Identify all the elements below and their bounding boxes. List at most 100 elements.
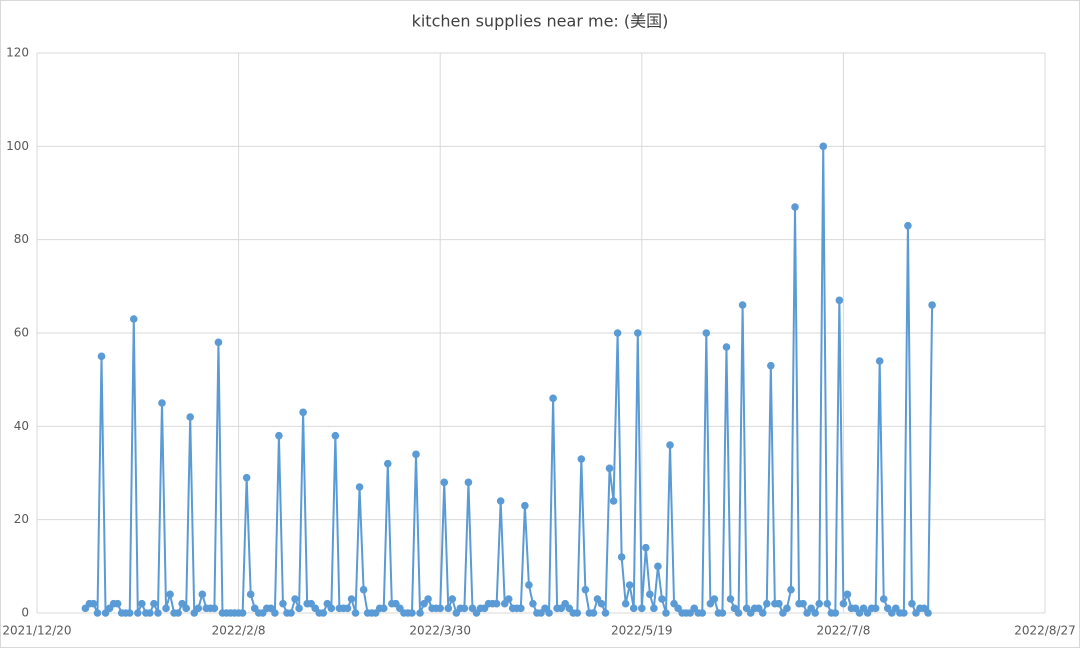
data-point [129, 315, 138, 323]
data-point [597, 599, 606, 608]
data-point [642, 543, 650, 552]
data-point [464, 478, 473, 487]
data-point [444, 604, 453, 613]
data-point [424, 595, 432, 603]
y-tick-label: 80 [14, 232, 29, 246]
x-tick-label: 2022/7/8 [816, 624, 870, 638]
data-point [319, 609, 328, 617]
data-point [166, 590, 174, 599]
data-point [928, 301, 936, 309]
data-point [517, 604, 525, 613]
data-point [900, 609, 908, 617]
data-point [734, 609, 743, 617]
data-point [355, 483, 364, 491]
data-point [549, 394, 557, 403]
data-point [654, 562, 662, 571]
data-point [327, 604, 336, 613]
data-point [783, 604, 791, 613]
data-point [791, 203, 799, 211]
data-point [331, 431, 340, 440]
data-point [89, 599, 98, 608]
data-point [573, 609, 582, 617]
data-point [718, 609, 727, 617]
data-point [186, 413, 195, 421]
data-point [347, 595, 356, 603]
y-tick-label: 20 [14, 512, 29, 526]
data-point [823, 599, 832, 608]
data-point [875, 357, 884, 365]
data-point [609, 497, 618, 505]
data-point [621, 599, 630, 608]
y-tick-label: 0 [21, 606, 29, 620]
data-point [646, 590, 654, 599]
data-point [359, 585, 368, 594]
data-point [440, 478, 449, 487]
x-tick-label: 2022/8/27 [1014, 624, 1076, 638]
data-point [93, 609, 102, 617]
data-point [299, 408, 307, 417]
data-point [839, 599, 848, 608]
data-point [146, 609, 154, 617]
data-point [605, 464, 614, 473]
data-point [767, 361, 775, 370]
data-point [182, 604, 190, 613]
data-point [633, 329, 642, 337]
data-point [521, 501, 529, 510]
data-point [799, 599, 807, 608]
data-point [379, 604, 388, 613]
data-point [638, 604, 646, 613]
data-point [242, 473, 251, 482]
data-point [843, 590, 852, 599]
data-point [831, 609, 840, 617]
data-point [154, 609, 162, 617]
data-point [758, 609, 767, 617]
data-point [351, 609, 360, 617]
data-point [113, 599, 122, 608]
data-point [162, 604, 170, 613]
data-point [589, 609, 598, 617]
data-point [775, 599, 783, 608]
data-point [412, 450, 420, 459]
data-point [436, 604, 445, 613]
data-point [383, 459, 392, 468]
data-point [174, 609, 182, 617]
data-point [650, 604, 658, 613]
data-point [545, 609, 553, 617]
data-point [762, 599, 771, 608]
data-point [908, 599, 916, 608]
data-point [97, 352, 106, 361]
data-point [601, 609, 610, 617]
data-point [662, 609, 670, 617]
y-tick-label: 120 [6, 46, 29, 60]
data-point [492, 599, 501, 608]
data-point [658, 595, 666, 603]
data-point [525, 581, 533, 589]
data-point [194, 604, 203, 613]
y-tick-label: 100 [6, 139, 29, 153]
data-point [448, 595, 457, 603]
data-point [625, 581, 634, 589]
data-point [904, 221, 912, 230]
data-point [214, 338, 223, 347]
data-point [210, 604, 219, 613]
data-point [275, 431, 283, 440]
data-point [287, 609, 295, 617]
data-point [617, 553, 626, 561]
data-point [291, 595, 299, 603]
x-tick-label: 2022/5/19 [611, 624, 673, 638]
data-point [698, 609, 707, 617]
data-point [666, 441, 674, 449]
data-point [871, 604, 880, 613]
data-point [879, 595, 888, 603]
data-point [125, 609, 134, 617]
data-point [835, 296, 844, 305]
data-point [819, 142, 828, 151]
data-point [408, 609, 416, 617]
data-point [343, 604, 352, 613]
data-point [504, 595, 513, 603]
data-point [581, 585, 590, 594]
data-point [295, 604, 303, 613]
data-point [279, 599, 287, 608]
